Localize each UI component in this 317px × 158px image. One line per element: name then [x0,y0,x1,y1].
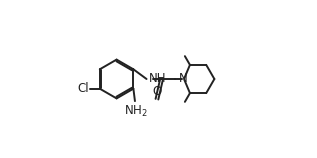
Text: N: N [179,73,188,85]
Text: Cl: Cl [77,82,89,95]
Text: NH$_2$: NH$_2$ [124,103,148,118]
Text: NH: NH [148,73,166,85]
Text: O: O [152,85,162,98]
